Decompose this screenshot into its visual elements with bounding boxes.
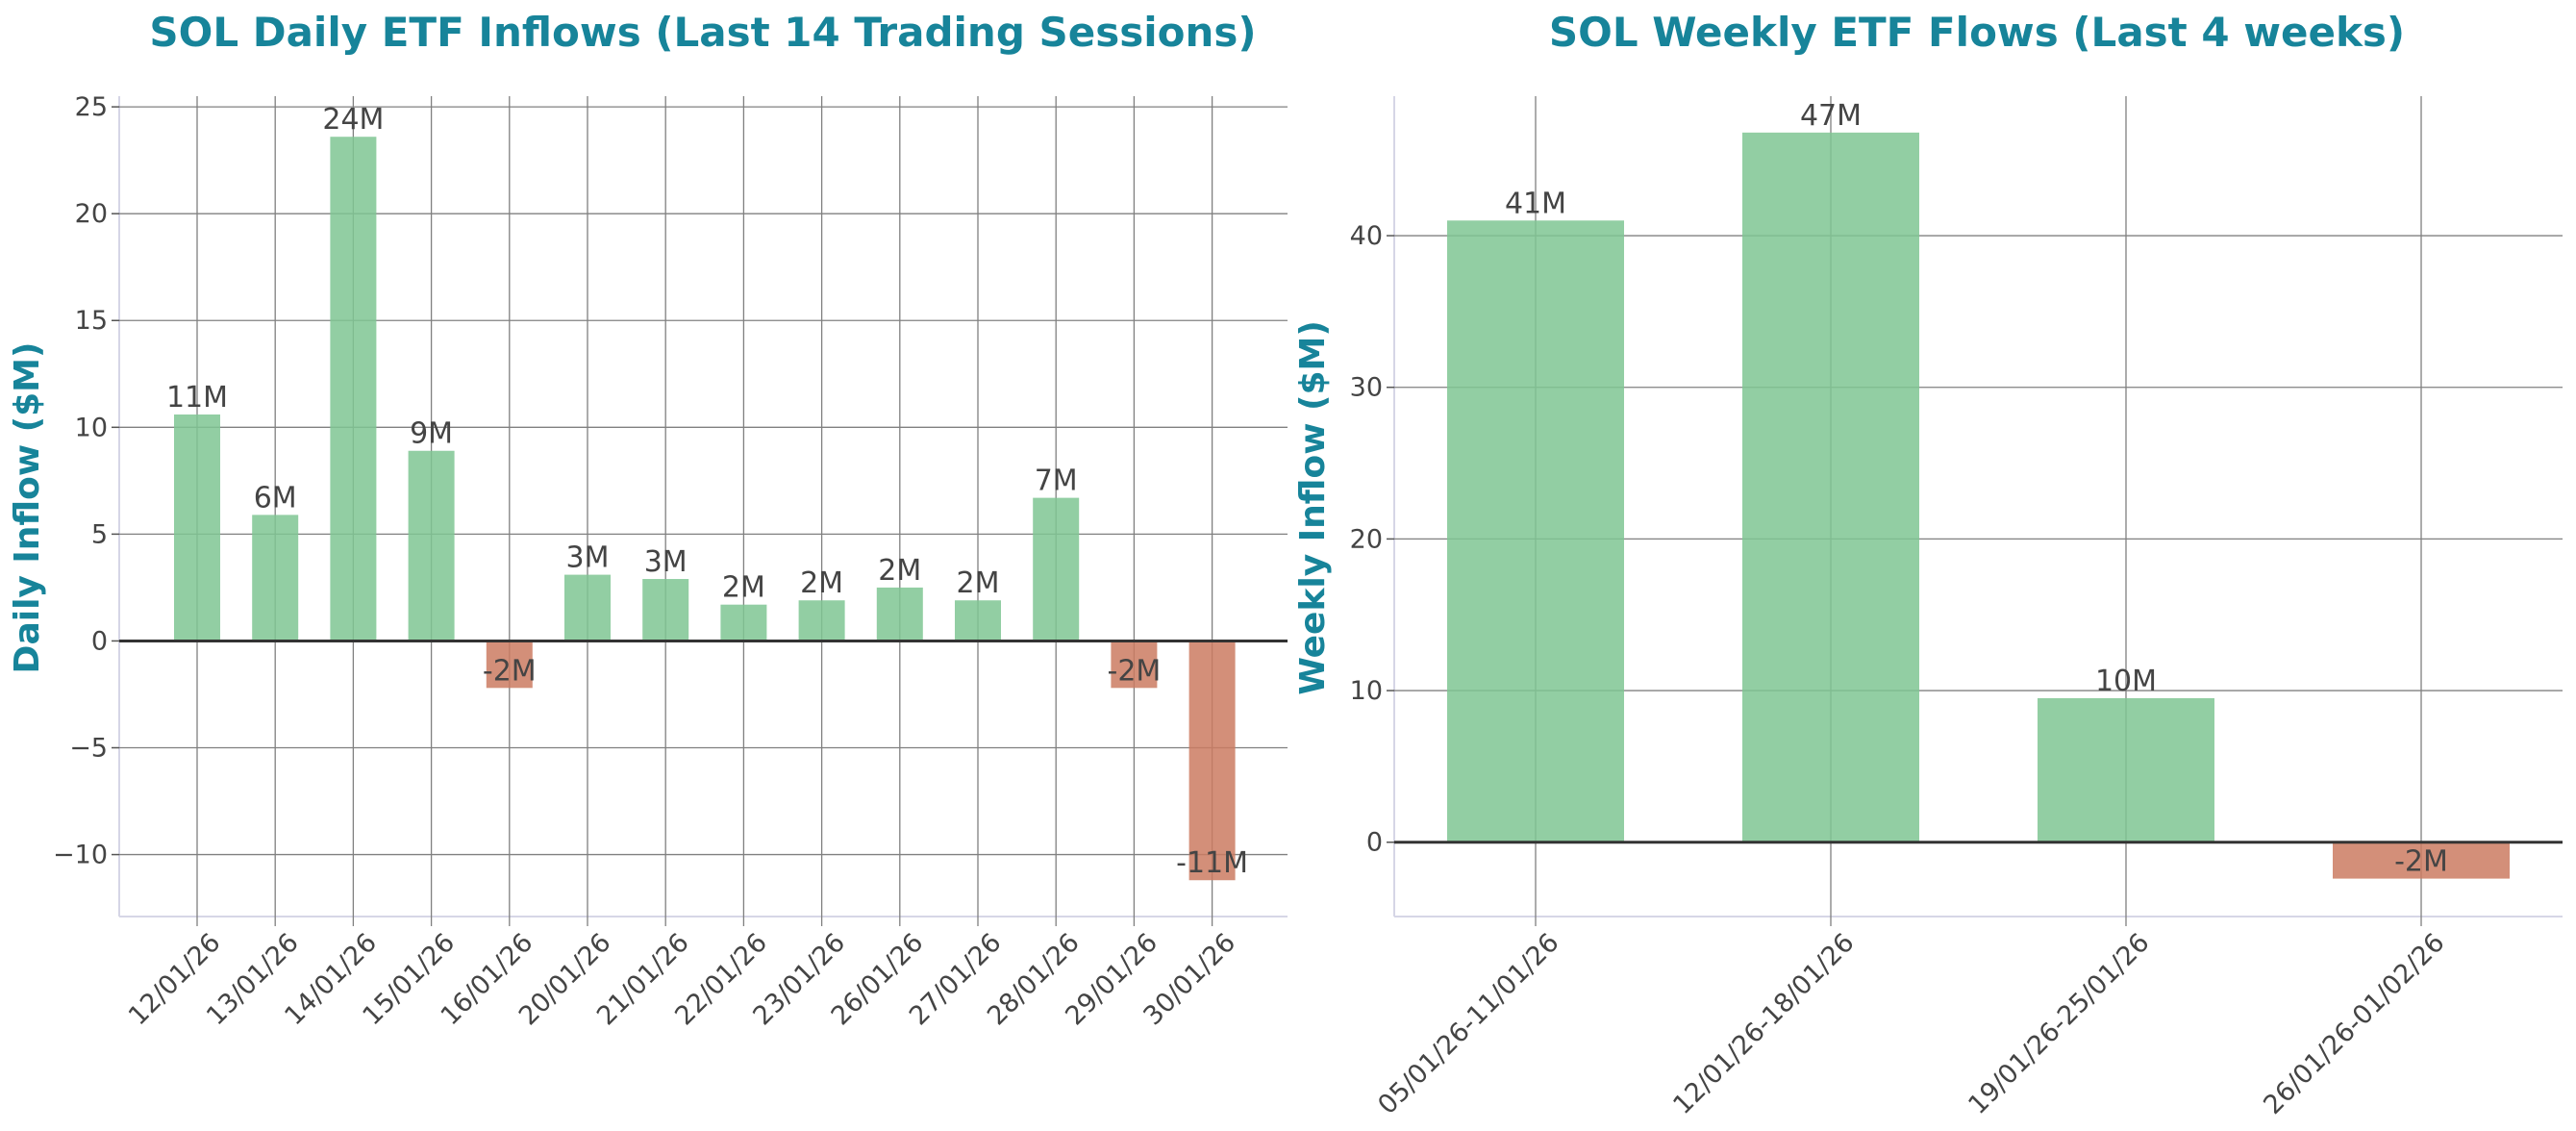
daily-data-label: 24M	[322, 103, 384, 137]
weekly-chart-bars	[1447, 132, 2510, 879]
weekly-y-tick-label: 10	[1350, 676, 1383, 706]
daily-data-label: -11M	[1176, 846, 1248, 880]
daily-y-tick-label: 20	[75, 199, 108, 229]
daily-chart-bars	[174, 137, 1236, 881]
daily-bar-12-01-26	[174, 414, 220, 641]
weekly-bar-05-01-26-11-01-26	[1447, 220, 1624, 842]
daily-data-label: 7M	[1035, 465, 1078, 498]
weekly-x-tick-label: 12/01/26-18/01/26	[1667, 928, 1860, 1120]
weekly-x-tick-label: 26/01/26-01/02/26	[2258, 928, 2450, 1120]
weekly-data-label: 10M	[2095, 665, 2157, 698]
weekly-bar-26-01-26-01-02-26	[2333, 842, 2510, 879]
weekly-y-tick-label: 20	[1350, 524, 1383, 554]
daily-bar-16-01-26	[486, 641, 533, 689]
daily-data-label: -2M	[483, 654, 537, 688]
daily-y-tick-label: 25	[75, 92, 108, 122]
weekly-data-label: 47M	[1800, 99, 1862, 133]
weekly-data-label: -2M	[2394, 845, 2448, 879]
weekly-flows-chart: SOL Weekly ETF Flows (Last 4 weeks) Week…	[1293, 9, 2563, 1120]
weekly-chart-y-axis-label: Weekly Inflow ($M)	[1293, 320, 1333, 695]
daily-bar-29-01-26	[1111, 641, 1158, 689]
weekly-bar-12-01-26-18-01-26	[1742, 132, 1919, 842]
daily-bar-26-01-26	[876, 587, 923, 641]
daily-y-tick-label: −5	[69, 734, 108, 764]
weekly-y-tick-label: 40	[1350, 221, 1383, 251]
daily-bar-20-01-26	[564, 574, 611, 641]
daily-bar-21-01-26	[642, 579, 689, 641]
daily-data-label: 2M	[957, 566, 1000, 600]
daily-data-label: 11M	[166, 381, 228, 415]
weekly-x-tick-label: 19/01/26-25/01/26	[1963, 928, 2155, 1120]
daily-bar-28-01-26	[1033, 497, 1080, 641]
daily-data-label: 2M	[722, 571, 765, 605]
daily-y-tick-label: 5	[91, 519, 108, 549]
daily-y-tick-label: 10	[75, 413, 108, 442]
weekly-x-tick-label: 05/01/26-11/01/26	[1372, 928, 1564, 1120]
daily-chart-data-labels: 11M 6M 24M 9M -2M 3M 3M 2M 2M 2M 2M 7M -2M -11M	[166, 103, 1248, 880]
daily-bar-13-01-26	[252, 515, 299, 641]
weekly-data-label: 41M	[1505, 187, 1566, 220]
weekly-y-tick-label: 0	[1366, 828, 1383, 858]
daily-data-label: -2M	[1108, 654, 1162, 688]
daily-y-tick-label: 15	[75, 306, 108, 336]
daily-data-label: 9M	[410, 417, 453, 451]
daily-bar-14-01-26	[330, 137, 377, 641]
daily-bar-15-01-26	[408, 450, 455, 641]
daily-data-label: 3M	[566, 541, 610, 575]
daily-inflows-chart: SOL Daily ETF Inflows (Last 14 Trading S…	[8, 9, 1288, 1031]
daily-data-label: 2M	[878, 554, 921, 588]
daily-data-label: 6M	[254, 481, 297, 515]
daily-data-label: 2M	[800, 566, 843, 600]
daily-bar-22-01-26	[720, 604, 767, 641]
weekly-chart-title: SOL Weekly ETF Flows (Last 4 weeks)	[1549, 9, 2405, 56]
daily-y-tick-label: 0	[91, 626, 108, 656]
daily-chart-y-axis-label: Daily Inflow ($M)	[8, 342, 47, 674]
daily-data-label: 3M	[644, 545, 688, 579]
weekly-bar-19-01-26-25-01-26	[2038, 697, 2214, 842]
daily-chart-title: SOL Daily ETF Inflows (Last 14 Trading S…	[149, 9, 1256, 56]
weekly-y-tick-label: 30	[1350, 373, 1383, 403]
daily-bar-30-01-26	[1188, 641, 1236, 881]
daily-y-tick-label: −10	[53, 841, 108, 870]
daily-bar-27-01-26	[955, 600, 1001, 641]
daily-bar-23-01-26	[798, 600, 845, 641]
weekly-chart-data-labels: 41M 47M 10M -2M	[1505, 99, 2448, 879]
